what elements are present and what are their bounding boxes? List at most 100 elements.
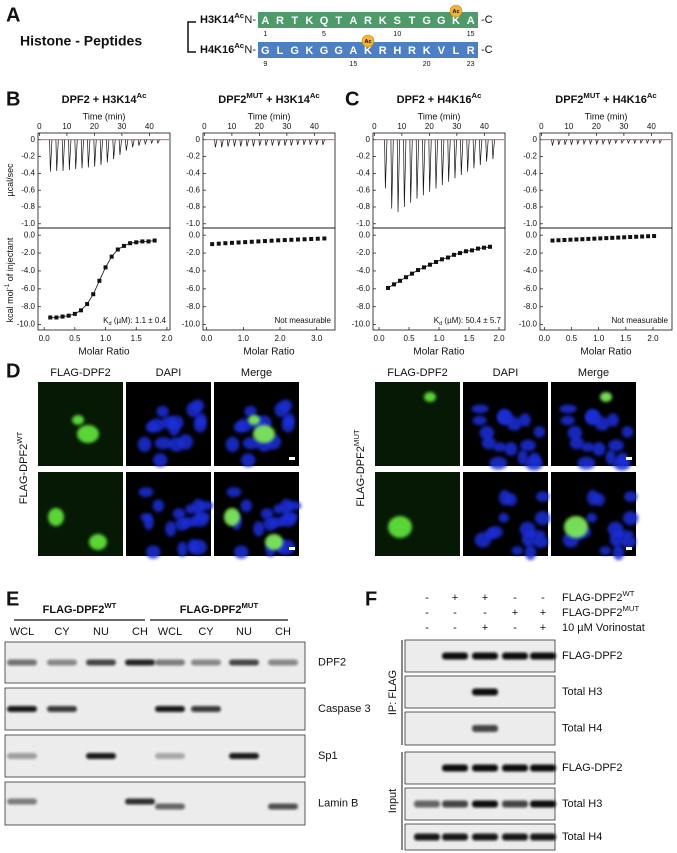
row-label: FLAG-DPF2MUT — [352, 429, 367, 506]
data-point — [434, 260, 438, 264]
data-point — [616, 235, 621, 240]
nucleus — [244, 405, 257, 418]
data-point — [140, 239, 145, 244]
data-point — [66, 313, 71, 318]
band — [125, 659, 155, 666]
plot-title-part: Ac — [647, 91, 658, 100]
band — [414, 800, 440, 808]
nucleus — [191, 499, 205, 515]
data-point — [574, 237, 579, 242]
x-tick-label: 0.0 — [539, 334, 551, 343]
injection-peak — [321, 139, 325, 145]
green-cell — [48, 508, 64, 526]
band — [229, 753, 259, 759]
residue-number: 20 — [423, 61, 431, 68]
x-tick-label: 10 — [397, 122, 406, 131]
x-tick-label: 0 — [202, 122, 207, 131]
data-point — [440, 257, 444, 262]
nucleus — [145, 545, 161, 559]
nucleus — [620, 535, 637, 548]
band — [472, 800, 498, 808]
y-tick-label: -0.8 — [523, 202, 537, 211]
x-axis-label: Molar Ratio — [580, 347, 632, 358]
residue-number: 15 — [467, 31, 475, 38]
nucleus — [172, 508, 186, 520]
lane-label: NU — [236, 626, 252, 638]
x-tick-label: 20 — [255, 122, 264, 131]
blot-label: DPF2 — [318, 656, 346, 668]
x-tick-label: 0.0 — [373, 334, 385, 343]
nucleus — [253, 521, 265, 537]
plot-annotation-part: K — [434, 316, 440, 325]
acetyl-mark — [361, 34, 375, 48]
x-tick-label: 10 — [227, 122, 236, 131]
nucleus — [233, 421, 246, 433]
y-tick-label: -0.2 — [523, 152, 537, 161]
lane-label: CY — [54, 626, 70, 638]
group-header-part: FLAG-DPF2 — [180, 604, 242, 616]
data-point — [452, 252, 456, 257]
group-label: IP: FLAG — [387, 670, 399, 715]
nucleus — [472, 415, 487, 426]
plot-annotation: Kd (µM): 50.4 ± 5.7 — [434, 316, 502, 327]
bracket — [187, 21, 196, 53]
lane-label: CH — [132, 626, 148, 638]
condition-label: FLAG-DPF2WT — [562, 589, 635, 604]
y-tick-label: 0 — [31, 135, 36, 144]
band — [530, 652, 556, 660]
injection-peak — [214, 139, 218, 148]
condition-sign: + — [512, 607, 518, 619]
nucleus — [493, 442, 507, 452]
plot-annotation: Not measurable — [612, 316, 669, 325]
nucleus — [178, 434, 194, 450]
condition-sign: + — [540, 622, 546, 634]
micrograph — [463, 382, 548, 471]
residue-number: 10 — [393, 31, 401, 38]
data-point — [646, 234, 651, 239]
y-axis-label-part: µcal/sec — [5, 163, 15, 197]
micrograph — [126, 472, 214, 559]
injection-peak — [239, 139, 243, 147]
data-point — [464, 249, 468, 254]
data-point — [322, 236, 327, 241]
plot-title-part: Ac — [137, 91, 148, 100]
green-cell — [77, 425, 99, 443]
data-point — [97, 278, 102, 283]
condition-sign: - — [541, 592, 545, 604]
x-axis-label: Molar Ratio — [243, 347, 295, 358]
acetyl-label: Ac — [364, 39, 371, 45]
injection-peak — [125, 139, 129, 151]
y-tick-label: -1.0 — [186, 219, 200, 228]
data-point — [78, 308, 83, 313]
column-header: DAPI — [493, 367, 519, 379]
nucleus — [521, 531, 536, 547]
nucleus — [137, 436, 152, 453]
band — [7, 798, 37, 805]
nucleus — [279, 399, 293, 412]
peptide-name: H3K14Ac — [200, 11, 245, 26]
data-point — [243, 240, 248, 245]
data-point — [249, 239, 254, 244]
x-tick-label: 20 — [90, 122, 99, 131]
data-point — [134, 240, 139, 245]
micrograph — [463, 472, 551, 561]
y-tick-label: 0.0 — [24, 230, 36, 239]
injection-peak — [118, 139, 122, 155]
y-axis-label: kcal mol-1 of injectant — [4, 237, 15, 322]
nucleus — [177, 541, 188, 557]
data-point — [404, 275, 408, 280]
y-tick-label: -6.0 — [186, 284, 200, 293]
row-label-part: MUT — [352, 429, 361, 446]
x-tick-label: 0.5 — [566, 334, 578, 343]
y-axis-label-part: -1 — [4, 283, 11, 289]
green-cell — [72, 415, 84, 425]
injection-peak — [271, 139, 275, 146]
injection-peak — [614, 139, 618, 145]
x-tick-label: 1.5 — [131, 334, 143, 343]
nucleus — [520, 439, 536, 452]
lane-label: WCL — [158, 626, 182, 638]
nucleus — [233, 545, 249, 559]
lane-label: WCL — [10, 626, 34, 638]
data-point — [295, 237, 300, 242]
y-tick-label: -0.4 — [523, 168, 537, 177]
